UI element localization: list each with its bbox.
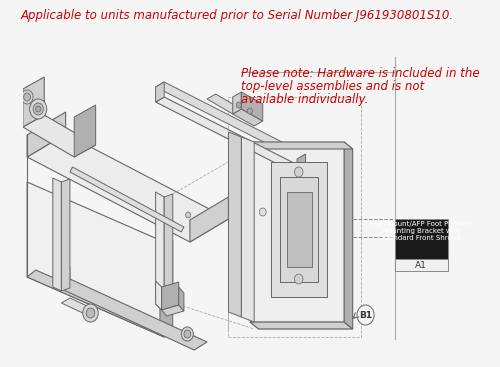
Polygon shape	[23, 77, 44, 127]
Polygon shape	[162, 282, 179, 310]
Polygon shape	[179, 287, 184, 311]
FancyBboxPatch shape	[394, 219, 448, 259]
Polygon shape	[53, 178, 62, 291]
FancyBboxPatch shape	[394, 259, 448, 271]
Polygon shape	[27, 134, 228, 242]
Circle shape	[236, 102, 242, 108]
Text: A1: A1	[416, 261, 427, 269]
Polygon shape	[23, 115, 96, 157]
Circle shape	[248, 108, 252, 114]
Circle shape	[260, 208, 266, 216]
Polygon shape	[62, 298, 96, 315]
Polygon shape	[70, 167, 184, 232]
Circle shape	[186, 212, 191, 218]
Circle shape	[36, 106, 41, 112]
Text: Applicable to units manufactured prior to Serial Number J961930801S10.: Applicable to units manufactured prior t…	[20, 9, 454, 22]
Polygon shape	[190, 197, 228, 242]
Polygon shape	[160, 240, 173, 335]
Circle shape	[24, 93, 30, 101]
Polygon shape	[242, 137, 254, 322]
Polygon shape	[156, 281, 162, 310]
Text: Please note: Hardware is included in the: Please note: Hardware is included in the	[242, 67, 480, 80]
Polygon shape	[162, 305, 184, 316]
Polygon shape	[242, 92, 262, 121]
Circle shape	[21, 90, 33, 104]
Polygon shape	[232, 92, 241, 114]
Polygon shape	[280, 177, 318, 282]
Polygon shape	[27, 112, 66, 157]
Text: available individually.: available individually.	[242, 93, 368, 106]
Polygon shape	[297, 154, 306, 174]
Polygon shape	[156, 97, 306, 174]
Polygon shape	[250, 142, 352, 149]
Circle shape	[30, 99, 47, 119]
Polygon shape	[250, 142, 344, 322]
Circle shape	[184, 330, 191, 338]
Circle shape	[86, 308, 95, 318]
Circle shape	[357, 305, 374, 325]
Circle shape	[33, 103, 43, 115]
Polygon shape	[156, 82, 306, 159]
Polygon shape	[156, 299, 179, 310]
Circle shape	[294, 274, 303, 284]
Polygon shape	[228, 132, 241, 317]
Polygon shape	[62, 179, 70, 291]
Polygon shape	[207, 94, 242, 114]
Polygon shape	[27, 270, 173, 337]
Polygon shape	[344, 142, 352, 329]
Circle shape	[294, 167, 303, 177]
Circle shape	[182, 327, 194, 341]
Polygon shape	[27, 182, 164, 337]
Polygon shape	[156, 192, 164, 304]
Polygon shape	[286, 192, 312, 267]
Circle shape	[83, 304, 98, 322]
Text: B1: B1	[359, 310, 372, 320]
Polygon shape	[272, 162, 327, 297]
Polygon shape	[57, 279, 207, 350]
Polygon shape	[74, 105, 96, 157]
Polygon shape	[250, 322, 352, 329]
Text: High Mount/AFP Foot Platform
Mounting Bracket with
Standard Front Shroud: High Mount/AFP Foot Platform Mounting Br…	[369, 221, 474, 241]
Polygon shape	[57, 267, 70, 287]
Text: top-level assemblies and is not: top-level assemblies and is not	[242, 80, 424, 93]
Polygon shape	[164, 194, 173, 304]
Polygon shape	[232, 109, 262, 126]
Polygon shape	[156, 82, 164, 102]
